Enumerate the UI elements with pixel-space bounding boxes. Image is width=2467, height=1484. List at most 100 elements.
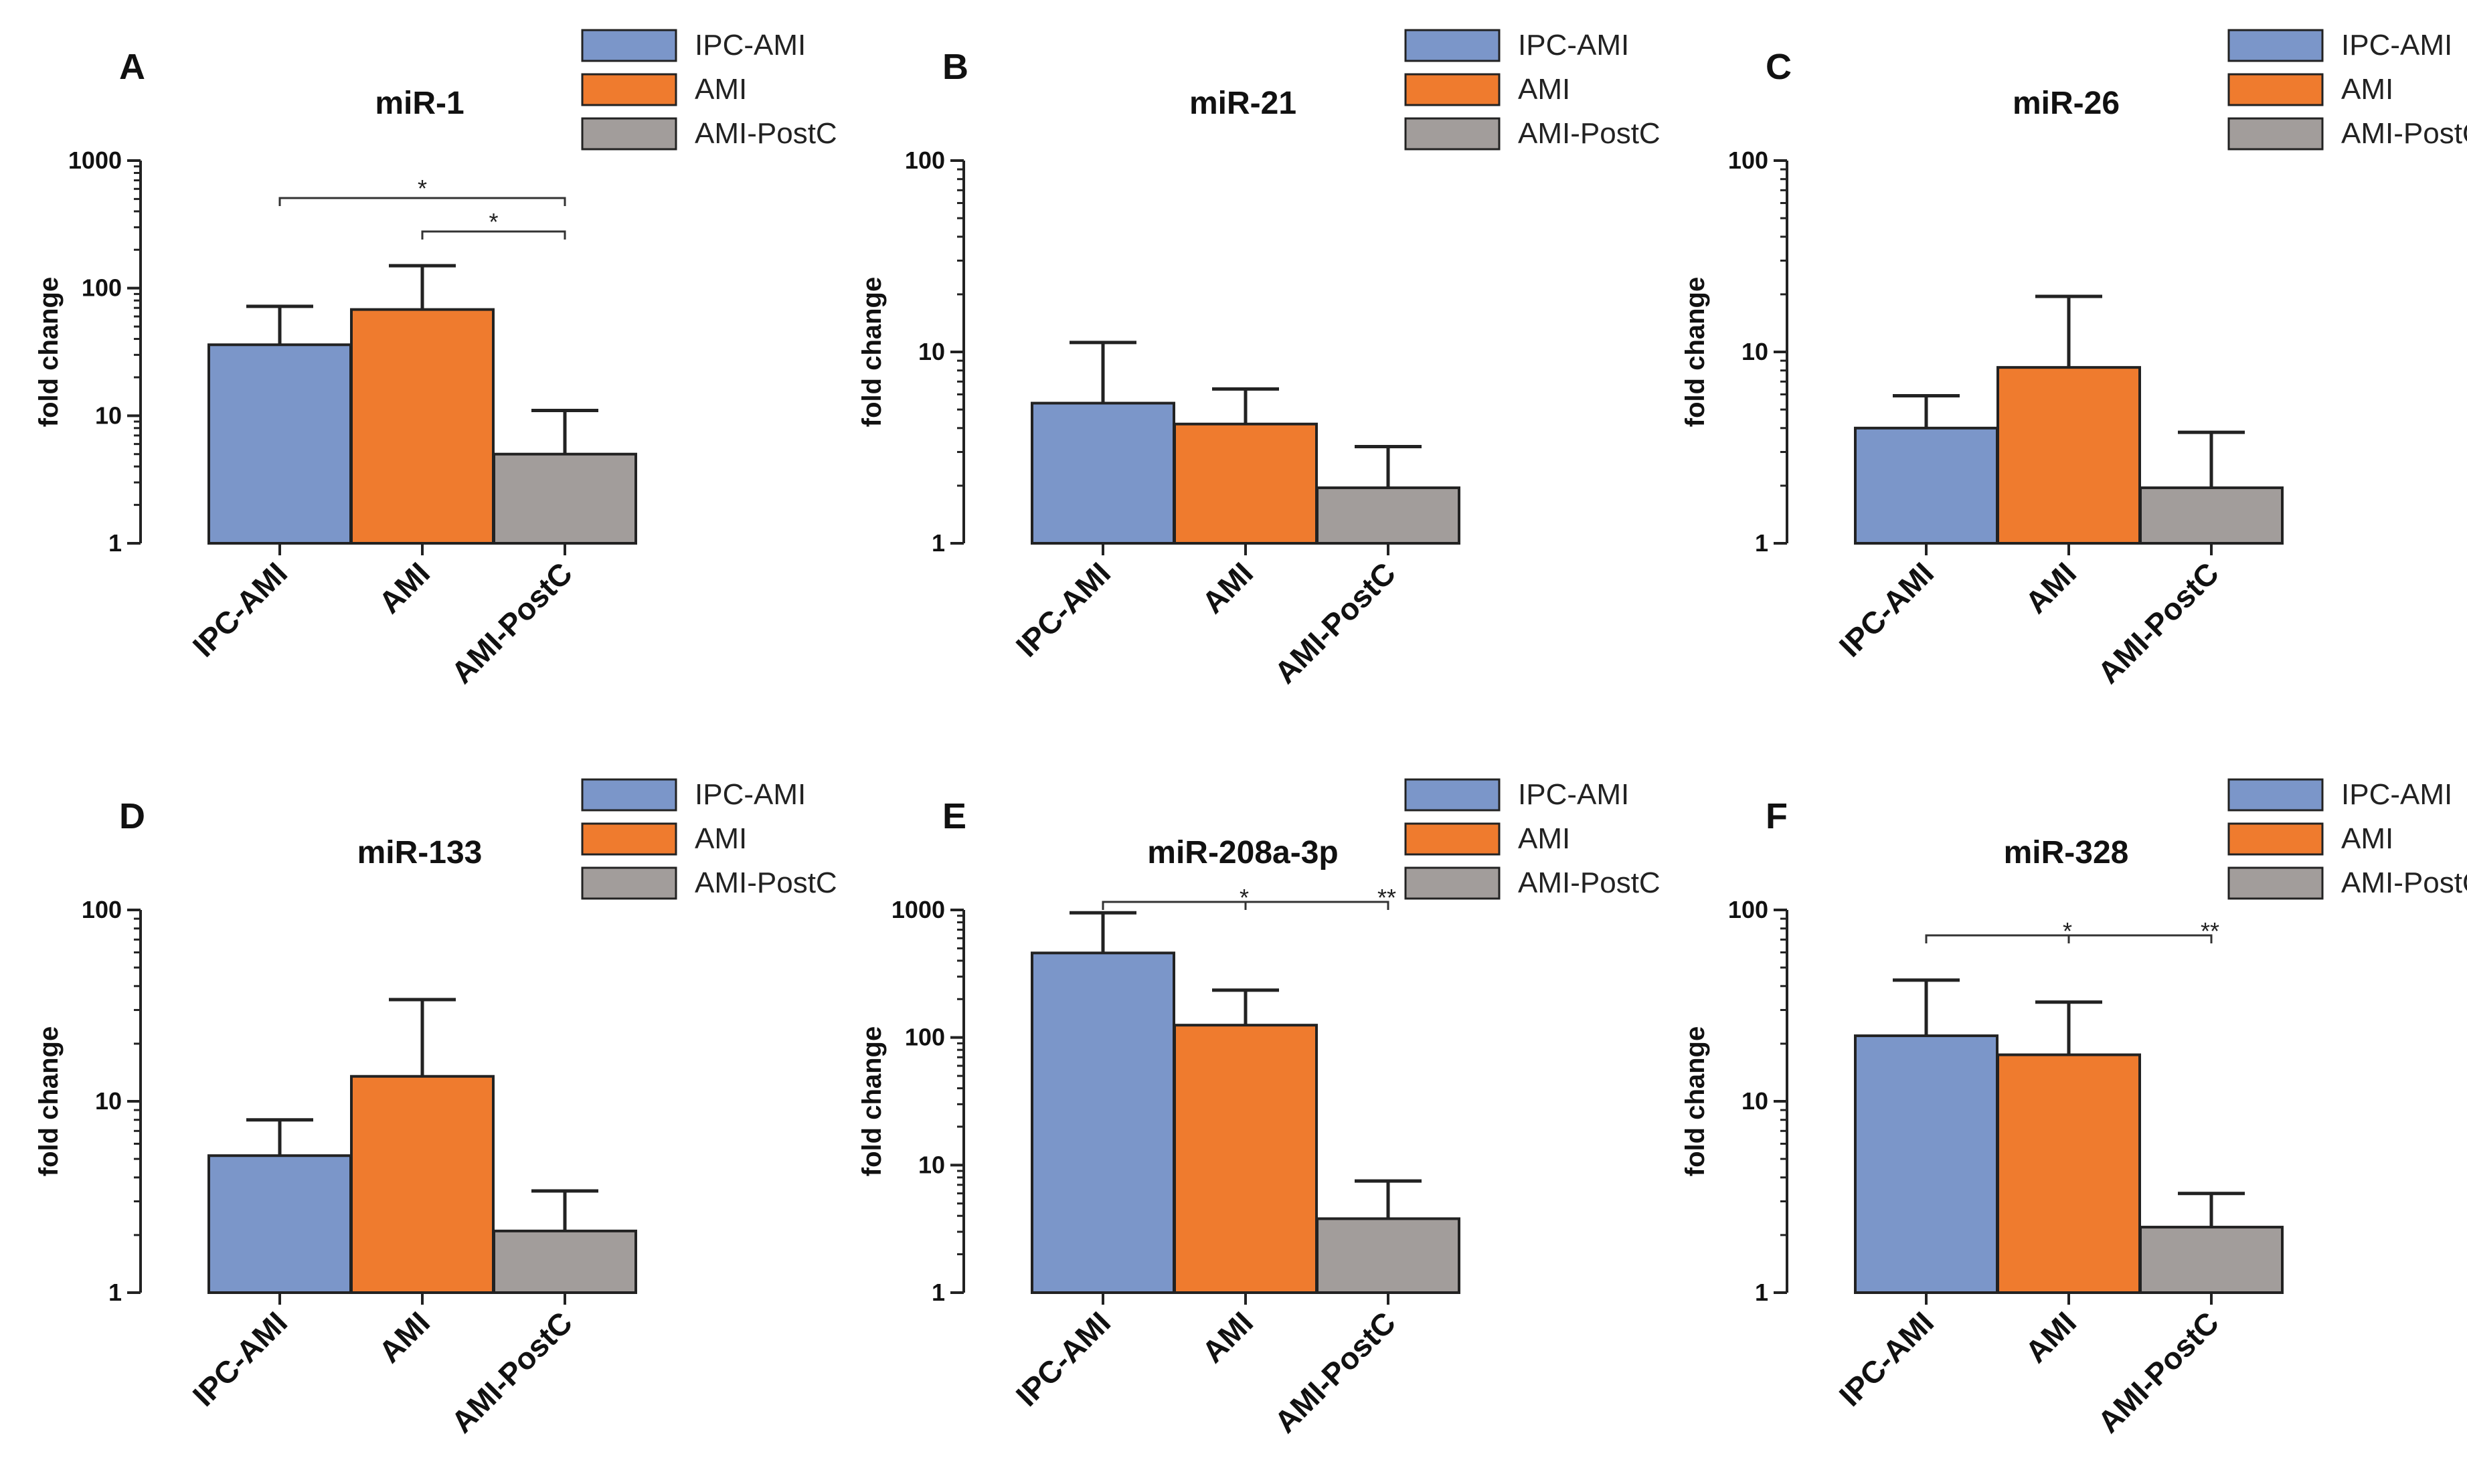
legend-swatch [2227,73,2324,106]
y-axis-title: fold change [857,277,887,427]
x-tick-label: AMI-PostC [2091,1305,2225,1439]
significance-bracket [278,197,566,206]
legend-label: AMI-PostC [1518,866,1661,899]
legend-swatch [581,778,677,812]
legend-swatch [1404,29,1501,62]
x-tick-label: AMI [1195,1305,1260,1369]
x-tick-label: IPC-AMI [1833,1305,1940,1412]
panel-letter: C [1766,47,1792,87]
panel-letter: E [942,796,966,836]
legend-swatch [2227,778,2324,812]
x-tick-label: IPC-AMI [1009,1305,1117,1412]
legend-label: IPC-AMI [2341,778,2452,811]
y-tick-label: 10 [95,401,122,429]
x-tick-label: AMI [372,555,436,620]
bar-ami [350,308,495,545]
bar-ami-postc [493,452,637,545]
y-tick-label: 100 [82,274,122,302]
x-tick-label: IPC-AMI [186,1305,294,1412]
legend-label: IPC-AMI [695,778,806,811]
y-tick-label: 100 [1728,147,1768,174]
legend-label: AMI-PostC [2341,117,2467,150]
bar-ipc-ami [1031,951,1175,1294]
y-tick-label: 100 [905,147,945,174]
legend-swatch [1404,73,1501,106]
y-axis-title: fold change [34,1026,64,1176]
y-axis-title: fold change [857,1026,887,1176]
legend-swatch [2227,29,2324,62]
legend-swatch [581,822,677,856]
y-tick-label: 1 [932,529,945,557]
legend-label: AMI [695,822,747,855]
significance-bracket [421,230,566,240]
legend-label: IPC-AMI [1518,29,1629,62]
legend-swatch [581,29,677,62]
y-axis-title: fold change [1681,277,1710,427]
significance-label: * [418,175,427,202]
legend-label: AMI [2341,73,2393,106]
y-tick-label: 100 [82,896,122,923]
bar-ami [1996,1053,2141,1294]
y-tick-label: 10 [918,338,945,365]
chart-title: miR-328 [2004,835,2129,870]
bar-ami-postc [2139,1226,2284,1295]
bar-ami-postc [1316,486,1460,545]
y-tick-label: 10 [1741,1087,1768,1115]
x-tick-label: AMI-PostC [2091,555,2225,690]
legend-label: AMI [2341,822,2393,855]
legend-label: AMI-PostC [695,117,837,150]
y-tick-label: 1 [1755,1279,1768,1306]
panel-letter: B [942,47,968,87]
panel-letter: F [1766,796,1788,836]
panel-letter: A [119,47,145,87]
significance-label: ** [1377,884,1396,911]
y-tick-label: 10 [918,1151,945,1178]
bar-ipc-ami [1031,401,1175,545]
y-tick-label: 1 [108,529,122,557]
x-tick-label: AMI-PostC [444,555,579,690]
legend-label: AMI-PostC [695,866,837,899]
significance-label: * [489,208,498,236]
legend-label: IPC-AMI [695,29,806,62]
y-tick-label: 1000 [891,896,945,923]
legend-swatch [2227,822,2324,856]
y-tick-label: 1000 [68,147,122,174]
y-tick-label: 1 [932,1279,945,1306]
legend-label: AMI [695,73,747,106]
legend-swatch [581,117,677,151]
legend-label: IPC-AMI [1518,778,1629,811]
legend-swatch [1404,866,1501,900]
y-tick-label: 100 [1728,896,1768,923]
legend-swatch [2227,117,2324,151]
x-tick-label: AMI [372,1305,436,1369]
legend-label: AMI [1518,73,1570,106]
bar-ipc-ami [1854,1034,1998,1294]
y-axis-title: fold change [1681,1026,1710,1176]
legend-label: AMI [1518,822,1570,855]
legend-label: AMI-PostC [1518,117,1661,150]
x-tick-label: AMI [2019,1305,2083,1369]
legend-swatch [2227,866,2324,900]
x-tick-label: AMI-PostC [444,1305,579,1439]
y-tick-label: 1 [1755,529,1768,557]
y-axis-title: fold change [34,277,64,427]
legend-swatch [581,866,677,900]
bar-ami [350,1075,495,1294]
bar-ami [1173,1024,1318,1294]
y-tick-label: 1 [108,1279,122,1306]
x-tick-label: IPC-AMI [1009,555,1117,663]
bar-ipc-ami [1854,426,1998,545]
x-tick-label: AMI [2019,555,2083,620]
chart-title: miR-1 [375,86,464,121]
bar-ami [1996,366,2141,545]
chart-title: miR-21 [1189,86,1296,121]
significance-label: ** [2201,917,2219,945]
bar-ami-postc [493,1229,637,1294]
bar-ipc-ami [207,1154,352,1294]
significance-label: * [2063,917,2072,945]
